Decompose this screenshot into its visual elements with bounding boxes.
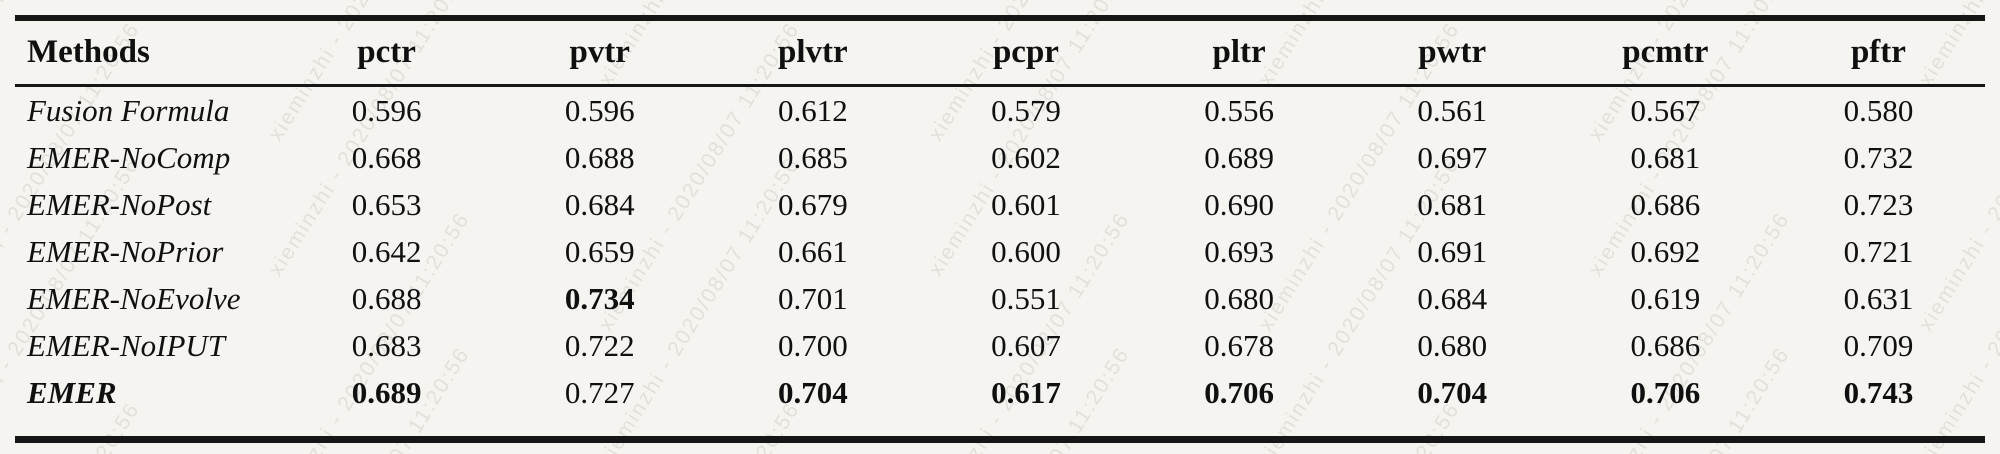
table-row: EMER-NoComp 0.668 0.688 0.685 0.602 0.689 0.69…	[15, 134, 1985, 181]
value-cell: 0.743	[1843, 374, 1914, 410]
value-cell: 0.722	[564, 327, 635, 363]
bottom-spacer	[15, 416, 1985, 436]
value-cell: 0.689	[1204, 139, 1274, 175]
value-cell: 0.631	[1843, 280, 1914, 316]
value-cell: 0.690	[1204, 186, 1274, 222]
value-cell: 0.556	[1204, 92, 1274, 128]
value-cell: 0.700	[777, 327, 848, 363]
value-cell: 0.681	[1417, 186, 1488, 222]
value-cell: 0.709	[1843, 327, 1914, 363]
header-cell-pcpr: pcpr	[992, 34, 1059, 70]
value-cell: 0.692	[1630, 233, 1701, 269]
value-cell: 0.706	[1204, 374, 1274, 410]
value-cell: 0.684	[1417, 280, 1488, 316]
value-cell: 0.619	[1630, 280, 1701, 316]
value-cell: 0.704	[777, 374, 848, 410]
results-table: Methods pctr pvtr plvtr pcpr pltr pwtr pcmtr pft…	[15, 15, 1985, 443]
mid-rule	[15, 84, 1985, 87]
value-cell: 0.697	[1417, 139, 1488, 175]
value-cell: 0.706	[1630, 374, 1701, 410]
value-cell: 0.683	[351, 327, 422, 363]
value-cell: 0.600	[991, 233, 1061, 269]
value-cell: 0.732	[1843, 139, 1914, 175]
value-cell: 0.551	[991, 280, 1061, 316]
table-row: Fusion Formula 0.596 0.596 0.612 0.579 0.556 0…	[15, 87, 1985, 134]
value-cell: 0.684	[564, 186, 635, 222]
value-cell: 0.668	[351, 139, 422, 175]
value-cell: 0.723	[1843, 186, 1914, 222]
table-body: Fusion Formula 0.596 0.596 0.612 0.579 0.556 0…	[15, 87, 1985, 416]
value-cell: 0.680	[1417, 327, 1488, 363]
value-cell: 0.685	[777, 139, 848, 175]
method-cell: EMER-NoEvolve	[27, 280, 241, 316]
value-cell: 0.688	[351, 280, 422, 316]
method-cell: EMER	[27, 374, 117, 410]
value-cell: 0.596	[564, 92, 635, 128]
value-cell: 0.721	[1843, 233, 1914, 269]
method-cell: EMER-NoIPUT	[27, 327, 226, 363]
header-cell-pvtr: pvtr	[569, 34, 630, 70]
bottom-rule	[15, 436, 1985, 443]
value-cell: 0.680	[1204, 280, 1274, 316]
method-cell: EMER-NoPost	[27, 186, 212, 222]
table-row: EMER 0.689 0.727 0.704 0.617 0.706 0.704 0.706 0…	[15, 369, 1985, 416]
value-cell: 0.580	[1843, 92, 1914, 128]
value-cell: 0.659	[564, 233, 635, 269]
value-cell: 0.691	[1417, 233, 1488, 269]
value-cell: 0.601	[991, 186, 1061, 222]
value-cell: 0.727	[564, 374, 635, 410]
header-cell-pftr: pftr	[1850, 34, 1906, 70]
value-cell: 0.688	[564, 139, 635, 175]
top-rule	[15, 15, 1985, 21]
method-cell: EMER-NoPrior	[27, 233, 224, 269]
value-cell: 0.689	[351, 374, 422, 410]
value-cell: 0.617	[991, 374, 1061, 410]
method-cell: EMER-NoComp	[27, 139, 231, 175]
table-row: EMER-NoPrior 0.642 0.659 0.661 0.600 0.693 0.6…	[15, 228, 1985, 275]
value-cell: 0.686	[1630, 327, 1701, 363]
method-cell: Fusion Formula	[27, 92, 230, 128]
value-cell: 0.693	[1204, 233, 1274, 269]
header-cell-pwtr: pwtr	[1418, 34, 1487, 70]
table-row: EMER-NoEvolve 0.688 0.734 0.701 0.551 0.680 0.…	[15, 275, 1985, 322]
value-cell: 0.579	[991, 92, 1061, 128]
value-cell: 0.607	[991, 327, 1061, 363]
value-cell: 0.567	[1630, 92, 1701, 128]
value-cell: 0.596	[351, 92, 422, 128]
value-cell: 0.681	[1630, 139, 1701, 175]
header-cell-plvtr: plvtr	[777, 34, 848, 70]
value-cell: 0.686	[1630, 186, 1701, 222]
value-cell: 0.661	[777, 233, 848, 269]
value-cell: 0.679	[777, 186, 848, 222]
value-cell: 0.704	[1417, 374, 1488, 410]
value-cell: 0.653	[351, 186, 422, 222]
header-cell-pctr: pctr	[357, 34, 416, 70]
table-row: EMER-NoIPUT 0.683 0.722 0.700 0.607 0.678 0.68…	[15, 322, 1985, 369]
value-cell: 0.612	[777, 92, 848, 128]
header-cell-methods: Methods	[27, 34, 150, 70]
value-cell: 0.678	[1204, 327, 1274, 363]
value-cell: 0.701	[777, 280, 848, 316]
header-cell-pltr: pltr	[1212, 34, 1266, 70]
table-row: EMER-NoPost 0.653 0.684 0.679 0.601 0.690 0.68…	[15, 181, 1985, 228]
value-cell: 0.642	[351, 233, 422, 269]
header-row: Methods pctr pvtr plvtr pcpr pltr pwtr pcmtr pft…	[15, 21, 1985, 84]
value-cell: 0.602	[991, 139, 1061, 175]
value-cell: 0.734	[564, 280, 635, 316]
header-cell-pcmtr: pcmtr	[1622, 34, 1709, 70]
value-cell: 0.561	[1417, 92, 1488, 128]
